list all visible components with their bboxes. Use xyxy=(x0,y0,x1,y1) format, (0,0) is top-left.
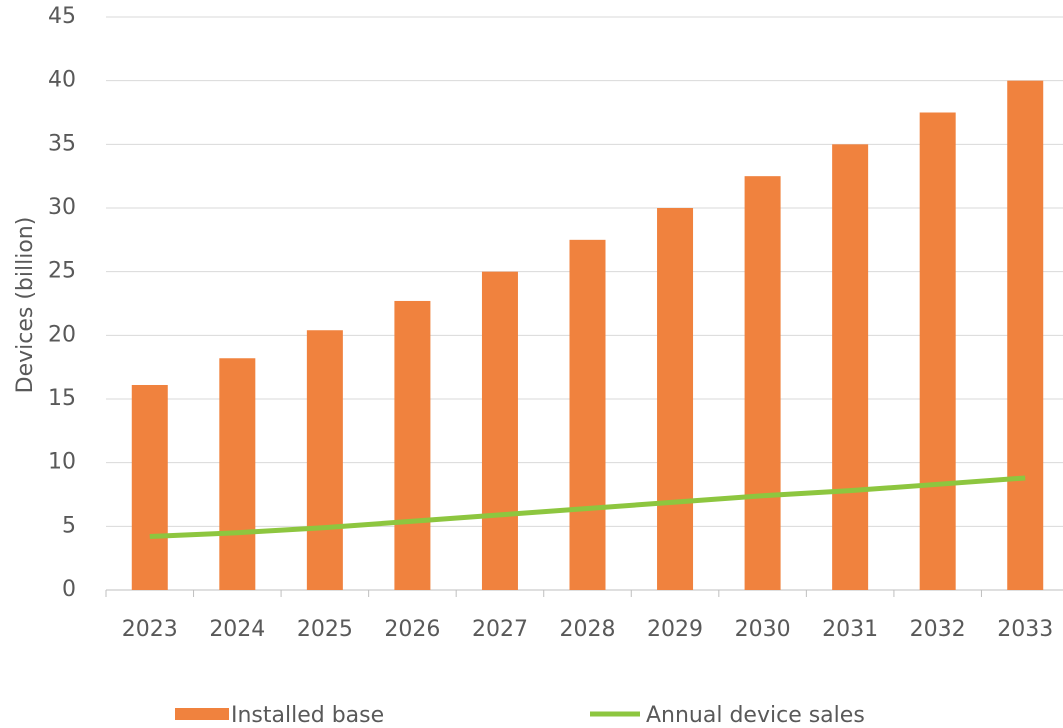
y-tick-label: 40 xyxy=(48,68,76,93)
x-tick-label: 2030 xyxy=(735,617,791,642)
y-tick-label: 30 xyxy=(48,195,76,220)
bar xyxy=(919,112,956,590)
y-tick-label: 20 xyxy=(48,322,76,347)
x-tick-label: 2033 xyxy=(997,617,1053,642)
x-tick-label: 2031 xyxy=(822,617,878,642)
y-axis-label: Devices (billion) xyxy=(13,217,38,394)
bar xyxy=(219,358,256,590)
x-tick-label: 2023 xyxy=(122,617,178,642)
bar xyxy=(394,300,431,590)
legend-label: Annual device sales xyxy=(646,703,865,728)
bar xyxy=(832,144,869,591)
x-tick-label: 2027 xyxy=(472,617,528,642)
line xyxy=(149,475,1026,540)
bar xyxy=(1007,80,1044,591)
bar xyxy=(131,384,168,590)
bar xyxy=(306,330,343,590)
legend-swatch xyxy=(175,708,229,720)
x-tick-label: 2025 xyxy=(297,617,353,642)
y-tick-label: 25 xyxy=(48,259,76,284)
x-tick-label: 2032 xyxy=(910,617,966,642)
bar xyxy=(569,239,606,591)
bar xyxy=(744,176,781,590)
x-tick-label: 2029 xyxy=(647,617,703,642)
x-tick-label: 2028 xyxy=(560,617,616,642)
bar xyxy=(481,271,518,590)
x-tick-label: 2024 xyxy=(209,617,265,642)
y-tick-label: 5 xyxy=(62,513,76,538)
x-tick-label: 2026 xyxy=(384,617,440,642)
y-tick-label: 15 xyxy=(48,386,76,411)
y-tick-label: 0 xyxy=(62,577,76,602)
y-tick-label: 35 xyxy=(48,131,76,156)
bar xyxy=(657,208,694,590)
y-tick-label: 45 xyxy=(48,4,76,29)
y-tick-label: 10 xyxy=(48,450,76,475)
legend-label: Installed base xyxy=(231,703,384,728)
